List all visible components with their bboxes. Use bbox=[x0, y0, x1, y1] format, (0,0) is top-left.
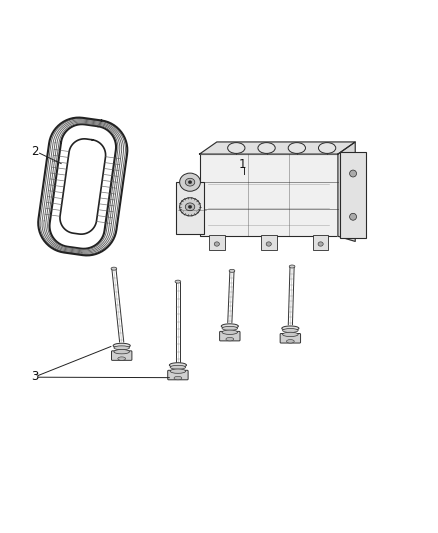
Ellipse shape bbox=[350, 213, 357, 220]
Ellipse shape bbox=[111, 267, 117, 270]
Ellipse shape bbox=[175, 280, 181, 283]
Text: 3: 3 bbox=[31, 370, 38, 383]
Ellipse shape bbox=[350, 170, 357, 177]
Ellipse shape bbox=[114, 350, 130, 354]
Ellipse shape bbox=[228, 143, 245, 154]
Ellipse shape bbox=[118, 357, 126, 360]
Ellipse shape bbox=[170, 363, 187, 367]
Ellipse shape bbox=[188, 181, 192, 184]
FancyBboxPatch shape bbox=[112, 351, 132, 360]
Ellipse shape bbox=[188, 205, 192, 208]
Ellipse shape bbox=[114, 346, 130, 350]
Ellipse shape bbox=[282, 326, 299, 330]
Ellipse shape bbox=[288, 143, 305, 154]
Ellipse shape bbox=[170, 369, 186, 373]
FancyBboxPatch shape bbox=[168, 370, 188, 380]
Ellipse shape bbox=[318, 143, 336, 154]
Polygon shape bbox=[200, 142, 355, 154]
Ellipse shape bbox=[289, 265, 295, 268]
Ellipse shape bbox=[229, 269, 235, 272]
Ellipse shape bbox=[185, 203, 195, 211]
Ellipse shape bbox=[113, 343, 130, 348]
Ellipse shape bbox=[286, 340, 294, 343]
Bar bbox=[313, 235, 328, 250]
Bar bbox=[200, 154, 338, 236]
Ellipse shape bbox=[283, 332, 298, 336]
Text: 2: 2 bbox=[31, 146, 39, 158]
Bar bbox=[209, 235, 225, 250]
Polygon shape bbox=[60, 139, 106, 234]
Ellipse shape bbox=[258, 143, 275, 154]
Ellipse shape bbox=[266, 242, 271, 246]
Ellipse shape bbox=[180, 198, 201, 216]
Ellipse shape bbox=[222, 326, 237, 330]
Ellipse shape bbox=[170, 365, 186, 369]
Ellipse shape bbox=[174, 376, 182, 380]
Ellipse shape bbox=[283, 328, 298, 333]
Ellipse shape bbox=[226, 337, 234, 341]
FancyBboxPatch shape bbox=[280, 334, 300, 343]
Ellipse shape bbox=[318, 242, 323, 246]
Polygon shape bbox=[338, 142, 355, 241]
Bar bbox=[340, 152, 366, 238]
Ellipse shape bbox=[214, 242, 219, 246]
Bar bbox=[176, 182, 204, 234]
Ellipse shape bbox=[180, 173, 201, 191]
Bar bbox=[261, 235, 276, 250]
Ellipse shape bbox=[222, 330, 237, 334]
Ellipse shape bbox=[221, 324, 238, 328]
FancyBboxPatch shape bbox=[219, 332, 240, 341]
Ellipse shape bbox=[185, 178, 195, 186]
Text: 1: 1 bbox=[238, 158, 246, 172]
